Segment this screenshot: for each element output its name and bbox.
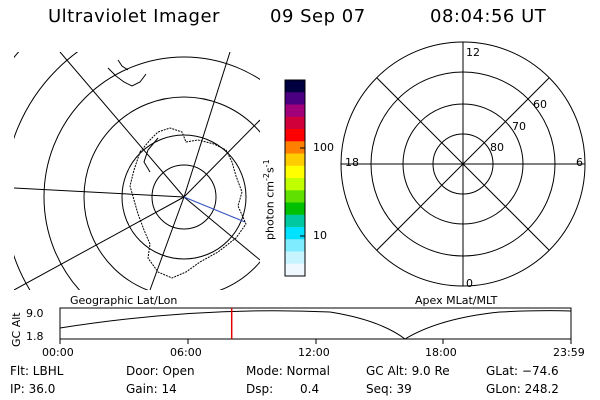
colorbar-band bbox=[285, 129, 305, 142]
colorbar-band bbox=[285, 263, 305, 277]
colorbar-tick-10: 10 bbox=[313, 229, 327, 242]
xtick-1: 06:00 bbox=[170, 346, 202, 359]
glon-value: GLon: 248.2 bbox=[486, 382, 559, 396]
colorbar-band bbox=[285, 116, 305, 130]
colorbar-band bbox=[285, 239, 305, 252]
apex-polar-plot bbox=[340, 41, 586, 287]
apex-panel-label: Apex MLat/MLT bbox=[415, 294, 498, 307]
dsp-value: 0.4 bbox=[300, 382, 320, 396]
altitude-ytick-top: 9.0 bbox=[26, 307, 44, 320]
app-title: Ultraviolet Imager bbox=[48, 6, 220, 27]
mlt-6-label: 6 bbox=[576, 156, 583, 169]
gc-alt-value: GC Alt: 9.0 Re bbox=[366, 364, 450, 378]
mlt-0-label: 0 bbox=[466, 277, 473, 290]
colorbar-band bbox=[285, 178, 305, 191]
colorbar-band bbox=[285, 104, 305, 118]
colorbar-unit-label: photon cm-2s-1 bbox=[262, 159, 277, 240]
altitude-ylabel: GC Alt bbox=[10, 312, 23, 347]
colorbar-band bbox=[285, 214, 305, 228]
xtick-4: 23:59 bbox=[553, 346, 585, 359]
date-label: 09 Sep 07 bbox=[270, 6, 366, 27]
seq-value: Seq: 39 bbox=[366, 382, 412, 396]
xtick-2: 12:00 bbox=[298, 346, 330, 359]
filter-value: Flt: LBHL bbox=[10, 364, 64, 378]
mlat-70-label: 70 bbox=[512, 120, 526, 133]
colorbar bbox=[285, 80, 305, 277]
colorbar-band bbox=[285, 202, 305, 216]
colorbar-band bbox=[285, 190, 305, 203]
dsp-label: Dsp: bbox=[246, 382, 274, 396]
colorbar-band bbox=[285, 165, 305, 179]
glat-value: GLat: −74.6 bbox=[486, 364, 559, 378]
geographic-panel-label: Geographic Lat/Lon bbox=[70, 294, 178, 307]
door-status: Door: Open bbox=[126, 364, 195, 378]
colorbar-band bbox=[285, 141, 305, 154]
mlt-18-label: 18 bbox=[345, 156, 359, 169]
mlt-12-label: 12 bbox=[466, 46, 480, 59]
time-label: 08:04:56 UT bbox=[430, 6, 547, 27]
colorbar-band bbox=[285, 92, 305, 105]
xtick-0: 00:00 bbox=[42, 346, 74, 359]
mode-value: Mode: Normal bbox=[246, 364, 330, 378]
altitude-ytick-bottom: 1.8 bbox=[26, 330, 44, 343]
altitude-plot bbox=[59, 307, 572, 344]
colorbar-band bbox=[285, 153, 305, 167]
gain-value: Gain: 14 bbox=[126, 382, 177, 396]
ip-value: IP: 36.0 bbox=[10, 382, 56, 396]
colorbar-band bbox=[285, 80, 305, 93]
mlat-60-label: 60 bbox=[533, 98, 547, 111]
colorbar-band bbox=[285, 251, 305, 265]
colorbar-tick-100: 100 bbox=[313, 141, 334, 154]
xtick-3: 18:00 bbox=[425, 346, 457, 359]
colorbar-band bbox=[285, 227, 305, 240]
geographic-map bbox=[14, 52, 260, 290]
mlat-80-label: 80 bbox=[490, 141, 504, 154]
